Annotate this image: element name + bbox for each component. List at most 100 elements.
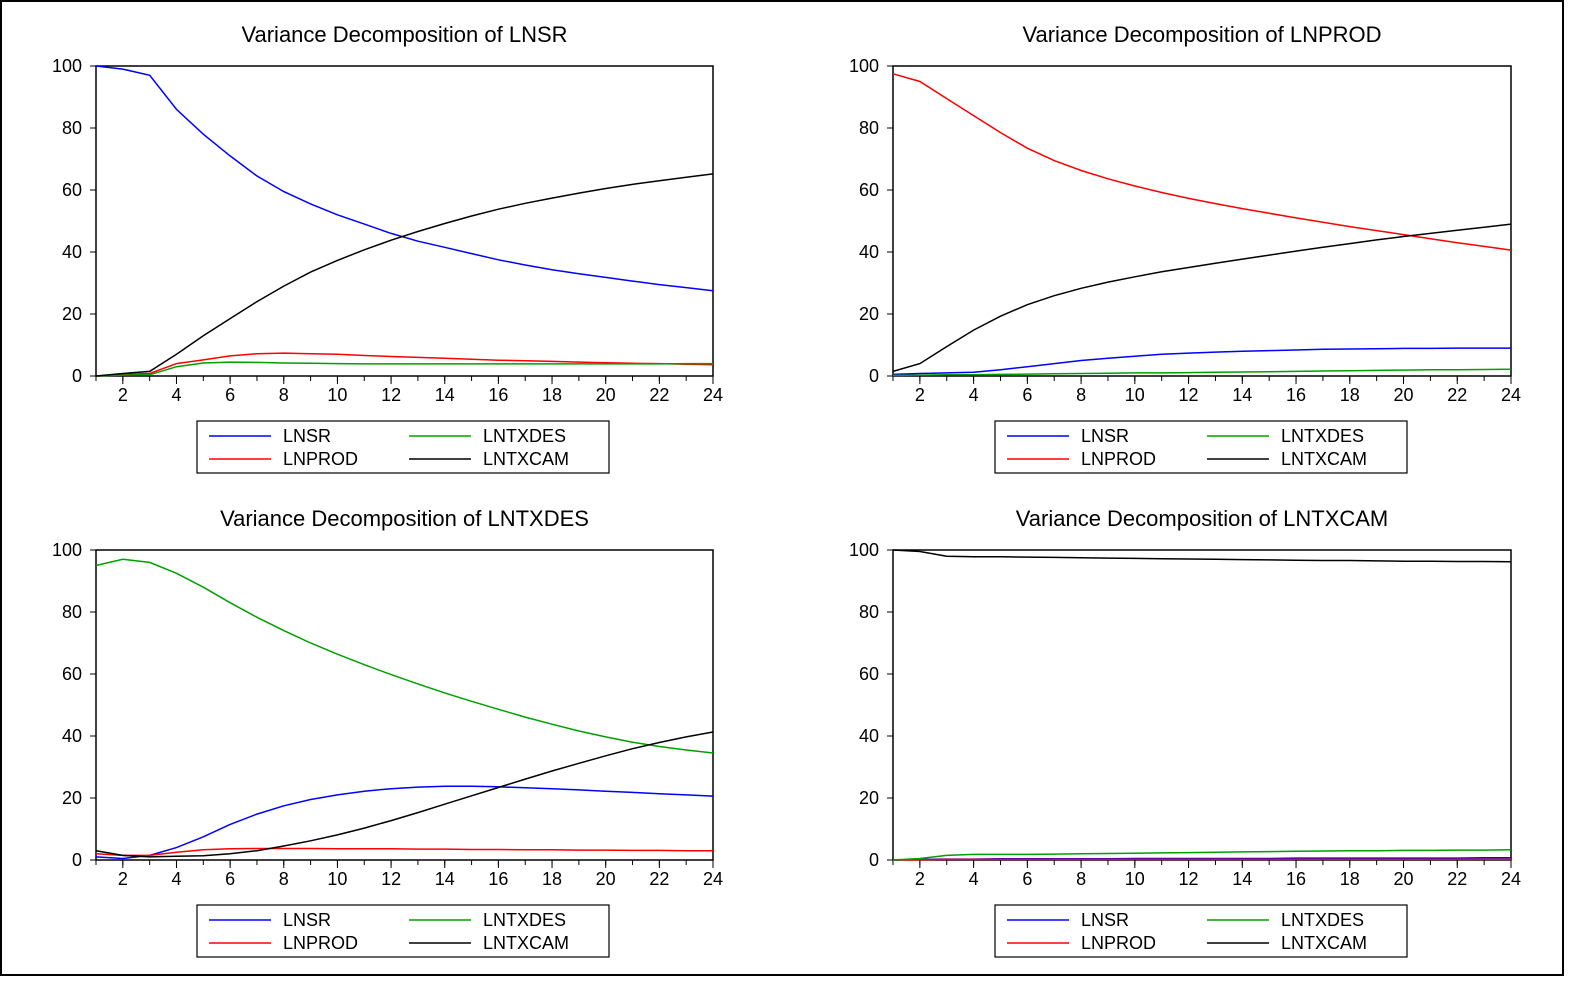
x-tick-label: 14	[435, 869, 455, 889]
legend-label-lnprod: LNPROD	[1081, 933, 1156, 953]
legend-label-lntxcam: LNTXCAM	[1281, 933, 1367, 953]
y-tick-label: 0	[72, 366, 82, 386]
x-tick-label: 18	[542, 385, 562, 405]
chart-title: Variance Decomposition of LNSR	[241, 22, 567, 47]
y-tick-label: 100	[849, 56, 879, 76]
series-line-lnprod	[892, 858, 1511, 861]
series-line-lnsr	[892, 347, 1511, 376]
chart-panel-4: Variance Decomposition of LNTXCAM 0 20 40 60…	[849, 506, 1521, 958]
x-tick-label: 24	[703, 385, 723, 405]
y-tick-label: 80	[859, 118, 879, 138]
y-tick-label: 40	[62, 726, 82, 746]
y-tick-label: 0	[72, 850, 82, 870]
series-line-lntxcam	[95, 173, 714, 377]
chart-panel-2: Variance Decomposition of LNPROD 0 20 40 60 8…	[849, 22, 1521, 474]
x-tick-label: 8	[1076, 385, 1086, 405]
y-tick-label: 60	[62, 664, 82, 684]
plot-area-frame	[892, 549, 1512, 861]
chart-panel-3: Variance Decomposition of LNTXDES 0 20 40 60…	[52, 506, 723, 958]
x-tick-label: 16	[1286, 385, 1306, 405]
legend-label-lnsr: LNSR	[283, 910, 331, 930]
x-tick-label: 2	[118, 869, 128, 889]
x-tick-label: 18	[542, 869, 562, 889]
series-line-lntxdes	[892, 849, 1512, 861]
x-tick-label: 14	[1232, 869, 1252, 889]
legend-label-lnsr: LNSR	[1081, 910, 1129, 930]
x-tick-label: 10	[1125, 869, 1145, 889]
plot-area-frame	[892, 65, 1512, 377]
x-tick-label: 16	[488, 869, 508, 889]
legend-label-lnprod: LNPROD	[283, 933, 358, 953]
y-tick-label: 20	[859, 304, 879, 324]
legend-box	[196, 904, 610, 958]
series-line-lntxdes	[95, 558, 714, 754]
series-line-lnprod	[95, 847, 713, 857]
x-tick-label: 8	[279, 385, 289, 405]
x-tick-label: 8	[1076, 869, 1086, 889]
x-tick-label: 10	[1125, 385, 1145, 405]
y-tick-label: 0	[869, 850, 879, 870]
x-tick-label: 12	[381, 869, 401, 889]
plot-area-frame	[95, 549, 714, 861]
x-tick-label: 4	[969, 869, 979, 889]
y-tick-label: 80	[859, 602, 879, 622]
x-tick-label: 24	[1501, 869, 1521, 889]
x-tick-label: 22	[649, 385, 669, 405]
chart-title: Variance Decomposition of LNPROD	[1022, 22, 1381, 47]
x-tick-label: 12	[381, 385, 401, 405]
legend-label-lntxdes: LNTXDES	[1281, 426, 1364, 446]
x-tick-label: 16	[488, 385, 508, 405]
y-tick-label: 60	[859, 664, 879, 684]
legend-label-lntxdes: LNTXDES	[483, 910, 566, 930]
x-tick-label: 22	[649, 869, 669, 889]
x-tick-label: 4	[969, 385, 979, 405]
legend-label-lntxcam: LNTXCAM	[483, 933, 569, 953]
chart-panel-1: Variance Decomposition of LNSR 0 20 40 60 80 1…	[52, 22, 723, 474]
x-tick-label: 2	[915, 385, 925, 405]
x-tick-label: 10	[327, 385, 347, 405]
chart-title: Variance Decomposition of LNTXDES	[220, 506, 589, 531]
legend-label-lntxdes: LNTXDES	[1281, 910, 1364, 930]
x-tick-label: 4	[171, 385, 181, 405]
x-tick-label: 6	[1022, 385, 1032, 405]
y-tick-label: 100	[52, 540, 82, 560]
legend-label-lntxcam: LNTXCAM	[1281, 449, 1367, 469]
x-tick-label: 20	[1394, 385, 1414, 405]
x-tick-label: 8	[279, 869, 289, 889]
x-tick-label: 24	[1501, 385, 1521, 405]
x-tick-label: 20	[596, 869, 616, 889]
chart-title: Variance Decomposition of LNTXCAM	[1016, 506, 1389, 531]
series-line-lnprod	[95, 352, 714, 377]
x-tick-label: 22	[1447, 869, 1467, 889]
x-tick-label: 4	[171, 869, 181, 889]
y-tick-label: 60	[859, 180, 879, 200]
x-tick-label: 24	[703, 869, 723, 889]
series-line-lntxdes	[95, 361, 713, 377]
x-tick-label: 6	[1022, 869, 1032, 889]
y-tick-label: 40	[62, 242, 82, 262]
legend-label-lnsr: LNSR	[283, 426, 331, 446]
y-tick-label: 0	[869, 366, 879, 386]
legend-box	[994, 420, 1408, 474]
y-tick-label: 100	[52, 56, 82, 76]
series-line-lntxdes	[892, 368, 1512, 377]
x-tick-label: 20	[596, 385, 616, 405]
x-tick-label: 2	[118, 385, 128, 405]
legend-box	[196, 420, 610, 474]
series-line-lnprod	[892, 73, 1512, 251]
series-line-lntxcam	[95, 731, 714, 858]
y-tick-label: 40	[859, 242, 879, 262]
y-tick-label: 20	[62, 788, 82, 808]
x-tick-label: 18	[1340, 869, 1360, 889]
x-tick-label: 10	[327, 869, 347, 889]
x-tick-label: 16	[1286, 869, 1306, 889]
x-tick-label: 14	[1232, 385, 1252, 405]
legend-label-lnprod: LNPROD	[283, 449, 358, 469]
y-tick-label: 80	[62, 602, 82, 622]
x-tick-label: 12	[1179, 385, 1199, 405]
series-line-lntxcam	[892, 223, 1512, 373]
x-tick-label: 18	[1340, 385, 1360, 405]
y-tick-label: 40	[859, 726, 879, 746]
x-tick-label: 22	[1447, 385, 1467, 405]
